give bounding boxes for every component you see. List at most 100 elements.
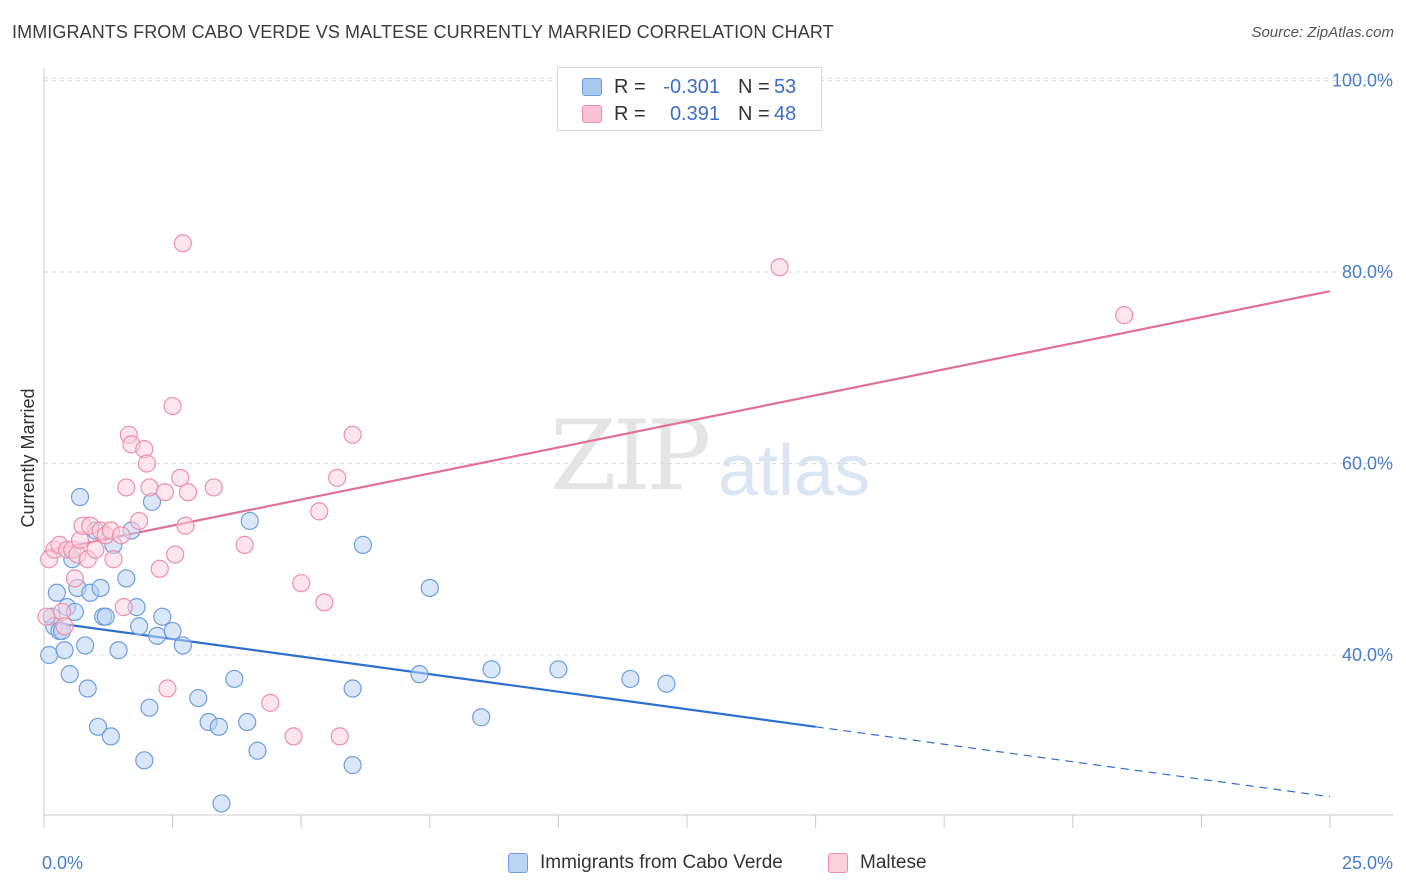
point-s1-40 [284,727,303,746]
point-s0-18 [91,578,110,598]
point-s0-35 [189,688,208,708]
legend-row-cabo-verde: R = -0.301 N = 53 [582,74,796,100]
legend-swatch-maltese [828,853,848,873]
point-s0-34 [173,636,192,655]
point-s0-46 [410,665,429,684]
point-s1-24 [130,511,149,531]
point-s1-46 [343,425,362,444]
r-label: R = [614,102,646,125]
point-s1-48 [1115,305,1134,325]
point-s0-29 [140,698,159,717]
point-s0-33 [163,621,182,641]
x-tick-label-1: 25.0% [1342,853,1393,873]
trend-line-dashed-s0 [815,726,1331,798]
point-s1-47 [770,258,789,277]
point-s0-28 [135,751,154,770]
y-tick-labels: 40.0% 60.0% 80.0% 100.0% [1332,71,1393,666]
point-s1-34 [173,234,192,253]
data-points [37,234,1134,813]
watermark-atlas: atlas [718,431,871,511]
legend-swatch-maltese [582,105,602,123]
point-s1-35 [176,516,195,535]
point-s1-27 [140,478,159,497]
source-label: Source: ZipAtlas.com [1251,24,1394,41]
point-s1-29 [155,483,174,502]
y-tick-label-0: 40.0% [1342,645,1393,665]
point-s0-48 [472,708,491,727]
point-s1-5 [55,617,74,636]
point-s0-47 [420,578,439,598]
point-s0-8 [60,665,79,684]
point-s0-32 [153,607,172,626]
point-s0-42 [248,741,267,760]
point-s0-31 [148,626,167,645]
legend-swatch-cabo-verde [582,78,602,96]
x-axis-ticks [43,815,1331,828]
y-axis-label: Currently Married [18,388,38,527]
point-s0-38 [212,794,231,813]
point-s1-33 [171,468,190,487]
point-s1-28 [150,559,169,578]
point-s0-45 [343,756,362,775]
point-s0-17 [88,717,108,736]
point-s0-3 [47,583,66,602]
point-s1-18 [104,550,123,569]
legend-item-cabo-verde[interactable]: Immigrants from Cabo Verde [508,852,783,874]
point-s1-8 [65,569,84,588]
n-label: N = [738,102,770,125]
r-value: 0.391 [669,102,720,125]
point-s0-13 [76,636,95,655]
n-label: N = [738,75,770,98]
legend-row-maltese: R = 0.391 N = 48 [582,101,796,127]
axes [43,68,1393,816]
point-s0-41 [240,511,259,531]
point-s0-40 [238,712,257,732]
point-s0-52 [657,674,676,693]
point-s1-41 [292,574,311,593]
point-s1-43 [315,593,334,612]
point-s1-19 [112,526,131,545]
trend-line-s1 [43,290,1331,553]
point-s1-26 [137,454,156,473]
n-value: 53 [774,75,797,98]
r-value: -0.301 [663,75,720,98]
point-s1-44 [328,468,347,487]
y-tick-label-2: 80.0% [1342,262,1393,282]
point-s1-45 [330,727,349,746]
point-s1-36 [178,483,198,502]
point-s1-20 [114,598,133,617]
point-s1-38 [235,535,254,554]
y-tick-label-1: 60.0% [1342,454,1393,474]
chart-title: IMMIGRANTS FROM CABO VERDE VS MALTESE CU… [12,22,834,42]
point-s1-14 [86,540,105,559]
point-s1-32 [166,545,185,564]
point-s0-20 [96,607,115,626]
legend-label-maltese: Maltese [860,852,927,873]
point-s1-31 [163,396,182,416]
watermark-zip: ZIP [550,400,711,512]
point-s0-6 [55,641,74,660]
point-s0-43 [343,679,362,698]
legend-label-cabo-verde: Immigrants from Cabo Verde [540,852,783,873]
point-s0-24 [117,569,136,588]
x-tick-label-0: 0.0% [42,853,83,873]
point-s0-14 [78,679,97,698]
point-s0-49 [482,660,501,679]
point-s1-0 [37,607,56,626]
point-s0-50 [549,660,568,679]
point-s0-27 [130,617,149,636]
point-s0-0 [40,645,59,665]
y-tick-label-3: 100.0% [1332,71,1393,91]
point-s1-39 [261,693,280,712]
point-s0-12 [70,487,90,507]
series-legend: Immigrants from Cabo Verde Maltese [0,852,1406,878]
point-s1-37 [204,478,223,497]
legend-swatch-cabo-verde [508,853,528,873]
legend-item-maltese[interactable]: Maltese [828,852,927,874]
point-s0-23 [109,641,128,660]
point-s0-39 [225,669,244,689]
correlation-legend: R = -0.301 N = 53 R = 0.391 N = 48 [557,67,822,131]
point-s0-44 [353,535,373,554]
point-s1-42 [310,502,329,521]
